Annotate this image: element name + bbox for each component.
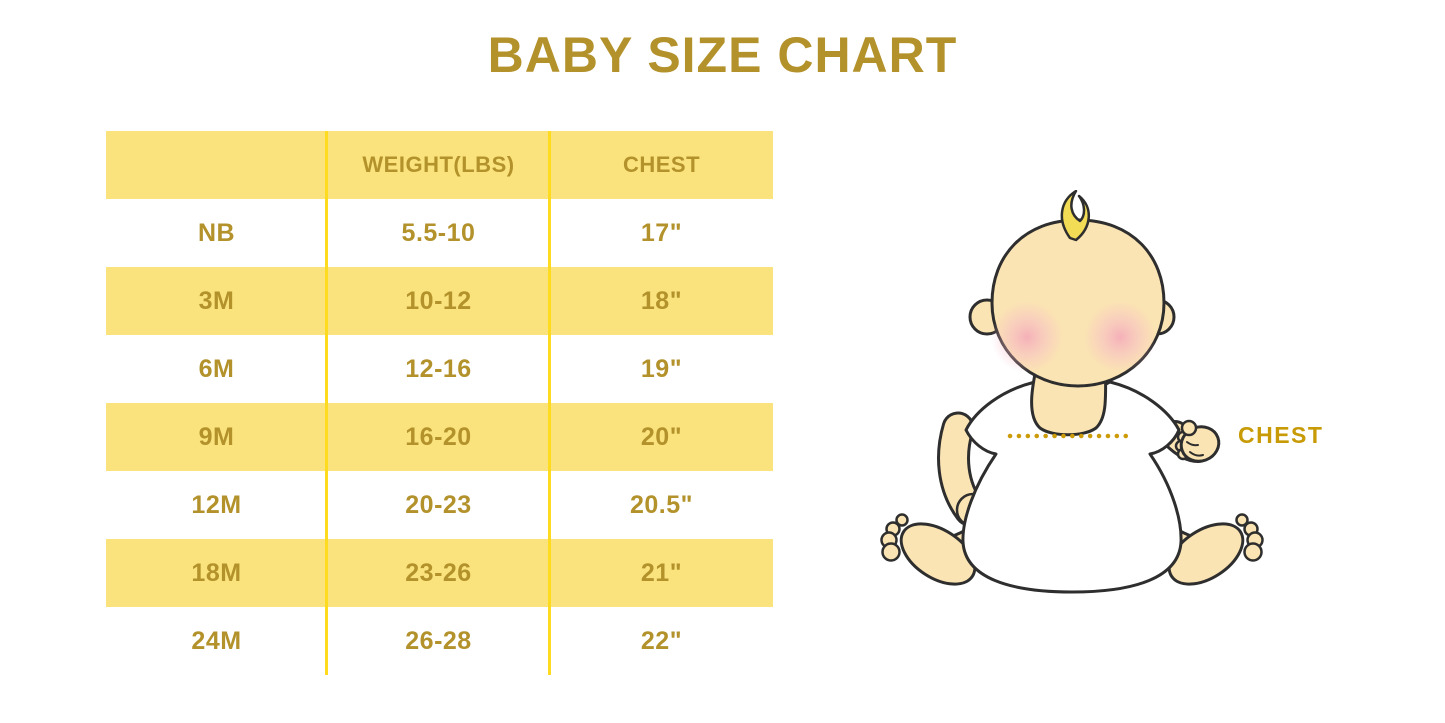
size-cell: 12M [191,490,242,519]
column-divider-2 [548,131,551,675]
size-cell: 9M [198,422,235,451]
size-table: WEIGHT(LBS) CHEST NB 5.5-10 17" 3M 10-12… [106,131,773,675]
size-cell: 3M [198,286,235,315]
weight-cell: 20-23 [405,490,472,519]
chest-cell: 21" [640,558,683,587]
size-cell: 18M [191,558,242,587]
chest-cell: 18" [640,286,683,315]
column-divider-1 [325,131,328,675]
table-header-row: WEIGHT(LBS) CHEST [106,131,773,199]
chest-cell: 22" [640,626,683,655]
table-row: 9M 16-20 20" [106,403,773,471]
table-row: 18M 23-26 21" [106,539,773,607]
size-cell: NB [197,218,236,247]
weight-cell: 26-28 [405,626,472,655]
header-chest: CHEST [622,152,701,177]
weight-cell: 23-26 [405,558,472,587]
weight-cell: 10-12 [405,286,472,315]
chest-cell: 19" [640,354,683,383]
baby-cheek-right [1084,301,1156,373]
header-size [106,131,327,199]
size-cell: 6M [198,354,235,383]
chest-cell: 20" [640,422,683,451]
table-row: 12M 20-23 20.5" [106,471,773,539]
chest-cell: 20.5" [629,490,693,519]
weight-cell: 5.5-10 [401,218,476,247]
table-row: 24M 26-28 22" [106,607,773,675]
chest-cell: 17" [640,218,683,247]
baby-hair-curl [1060,189,1090,242]
page-title: BABY SIZE CHART [487,27,958,83]
header-weight: WEIGHT(LBS) [362,152,515,177]
table-row: 3M 10-12 18" [106,267,773,335]
table-row: 6M 12-16 19" [106,335,773,403]
weight-cell: 16-20 [405,422,472,451]
weight-cell: 12-16 [405,354,472,383]
size-cell: 24M [191,626,242,655]
baby-cheek-left [991,301,1063,373]
chest-measure-label: CHEST [1238,422,1324,448]
baby-illustration: CHEST [880,189,1340,610]
baby-arm-right [1160,419,1221,463]
table-row: NB 5.5-10 17" [106,199,773,267]
baby-figure-icon [880,189,1264,594]
